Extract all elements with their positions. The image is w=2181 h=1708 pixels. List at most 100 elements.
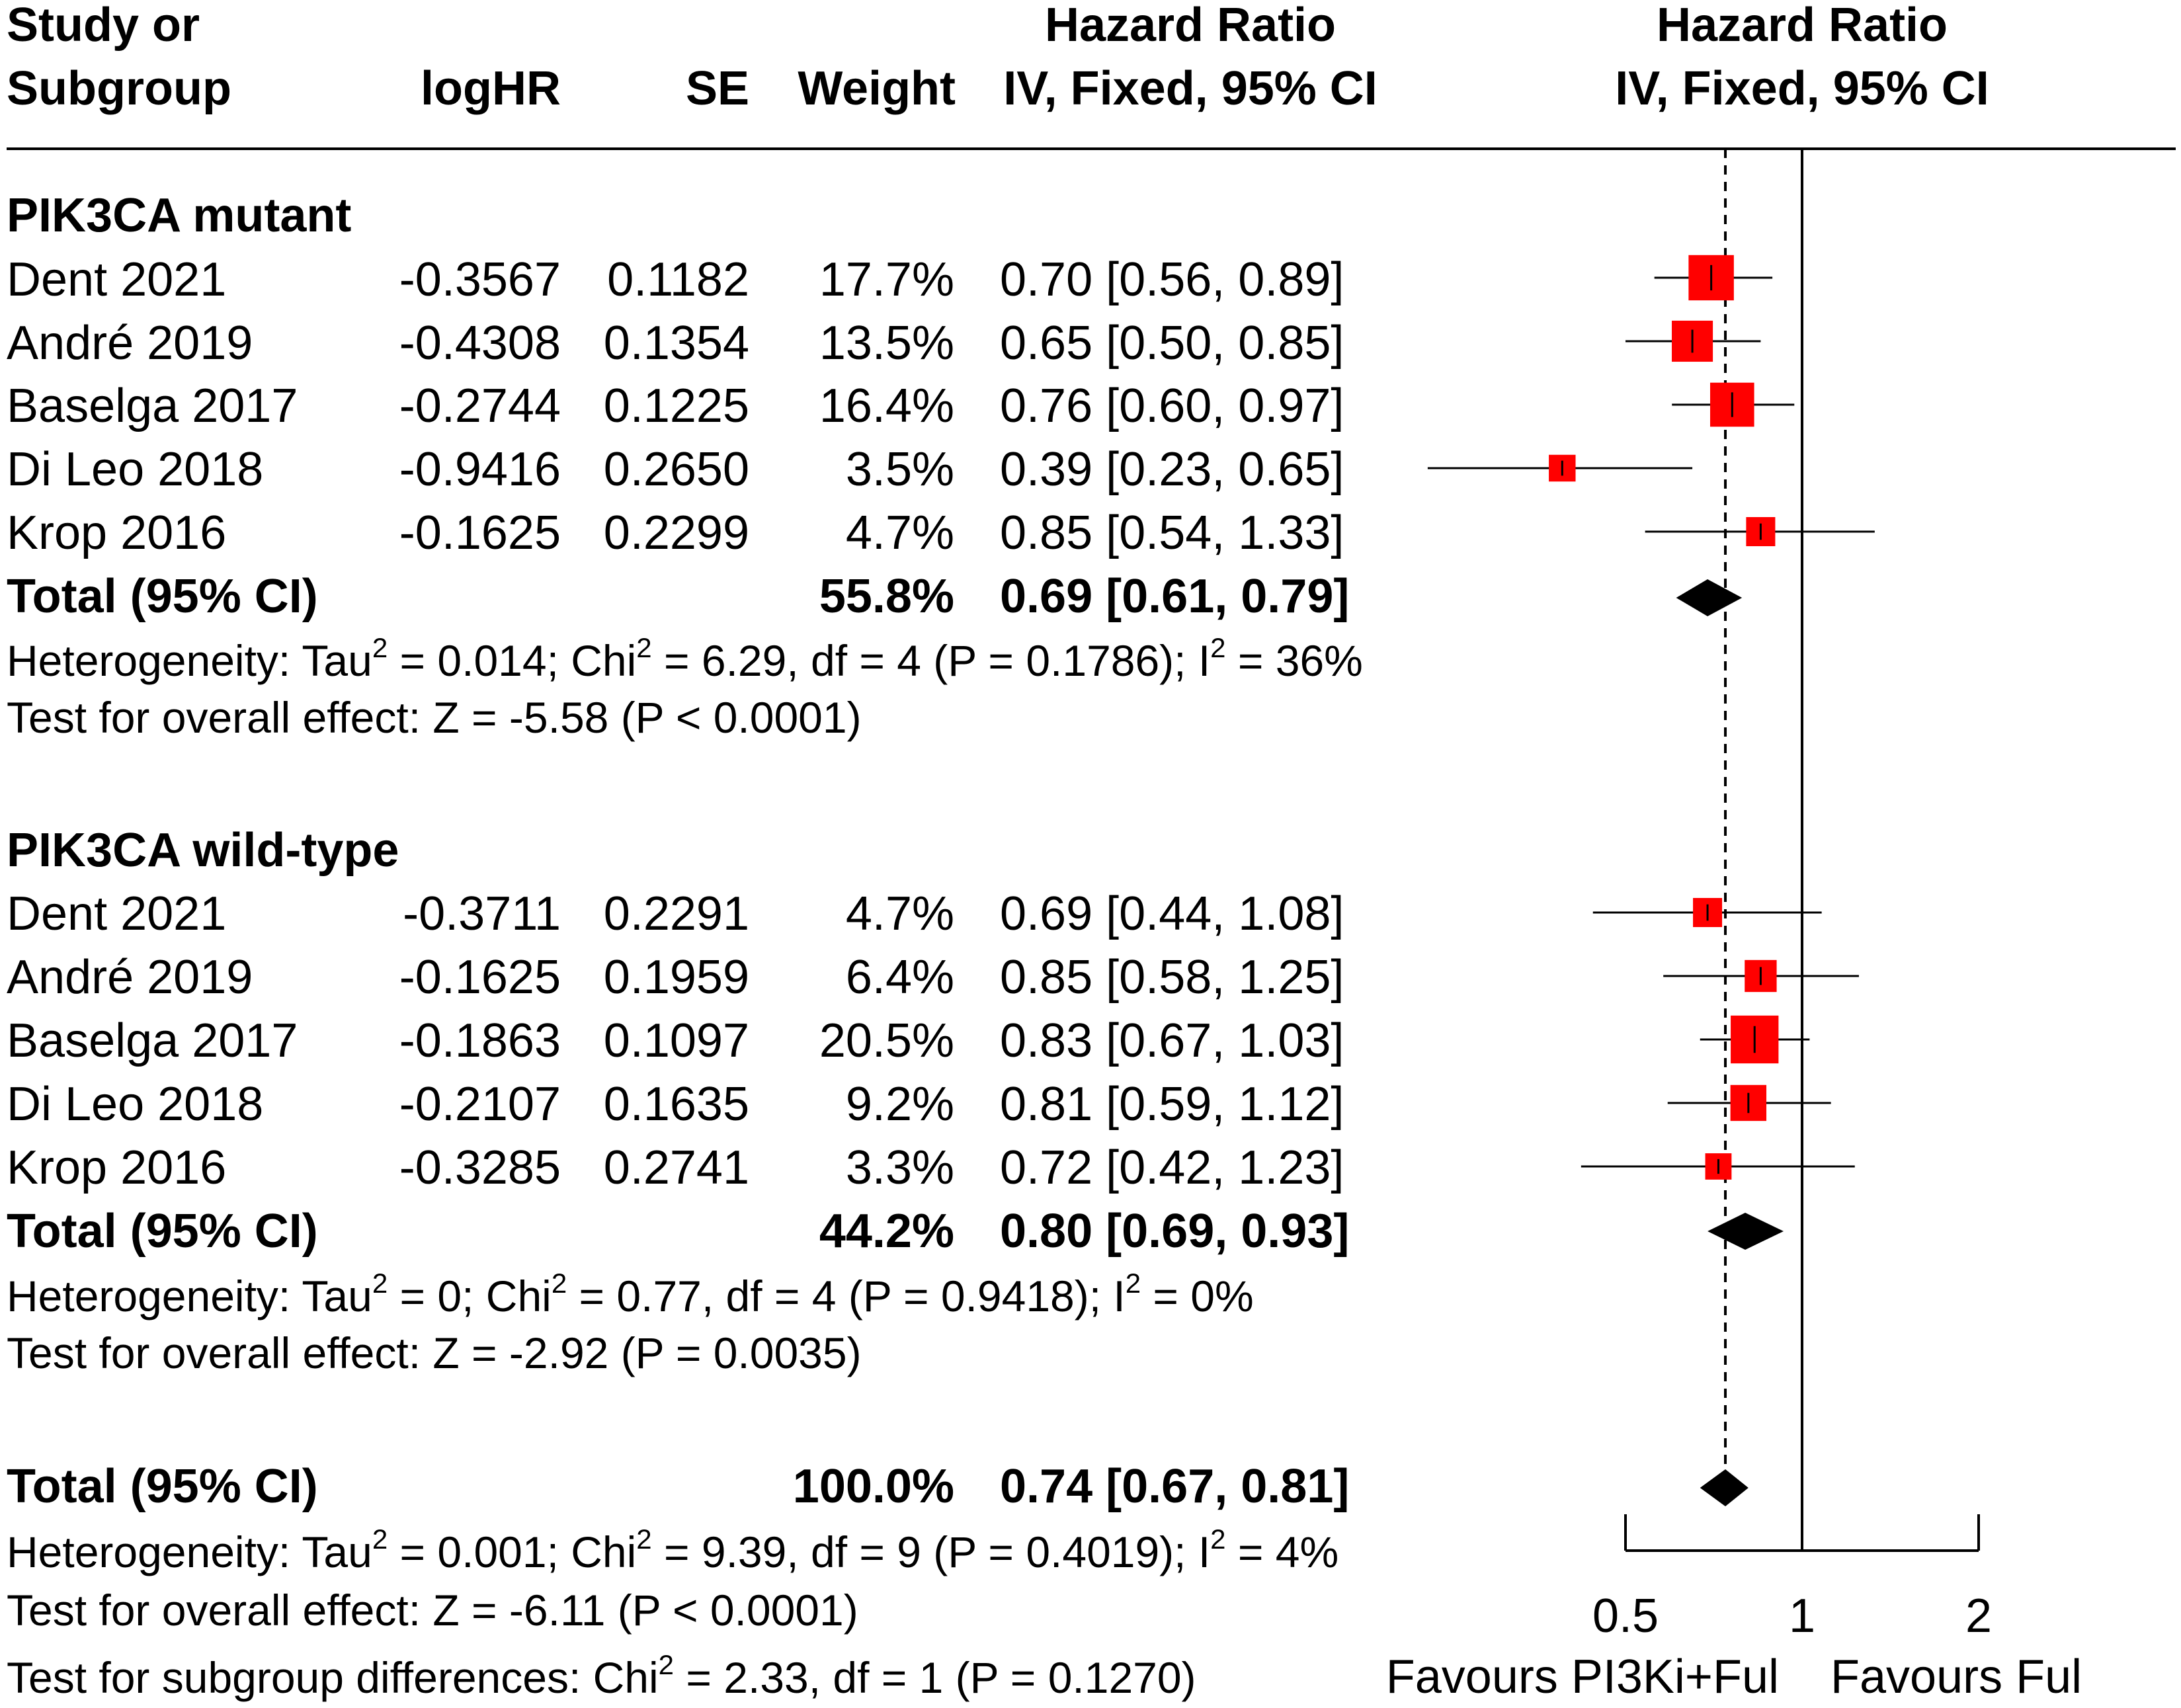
column-headers: Study or Subgroup logHR SE Weight Hazard… [7, 0, 1989, 115]
total-label: Total (95% CI) [7, 570, 318, 623]
total-weight: 100.0% [793, 1460, 954, 1513]
overall-effect-text: Test for overall effect: Z = -6.11 (P < … [7, 1586, 858, 1635]
total-weight: 55.8% [819, 570, 954, 623]
se-value: 0.1635 [604, 1078, 749, 1131]
header-study-line1: Study or [7, 0, 200, 52]
overall-effect-text: Test for overall effect: Z = -2.92 (P = … [7, 1328, 862, 1377]
ci-value: 0.65 [0.50, 0.85] [1000, 317, 1344, 370]
total-label: Total (95% CI) [7, 1460, 318, 1513]
overall-heterogeneity-text: Heterogeneity: Tau2 = 0.001; Chi2 = 9.39… [7, 1524, 1338, 1576]
ci-value: 0.83 [0.67, 1.03] [1000, 1014, 1344, 1067]
loghr-value: -0.9416 [399, 443, 561, 496]
se-value: 0.2291 [604, 887, 749, 940]
header-se: SE [686, 62, 749, 115]
header-hr-plot-line2: IV, Fixed, 95% CI [1615, 62, 1989, 115]
loghr-value: -0.3285 [399, 1141, 561, 1194]
ci-value: 0.72 [0.42, 1.23] [1000, 1141, 1344, 1194]
weight-value: 3.3% [846, 1141, 954, 1194]
total-weight: 44.2% [819, 1205, 954, 1258]
ci-value: 0.70 [0.56, 0.89] [1000, 253, 1344, 306]
total-ci: 0.80 [0.69, 0.93] [1000, 1205, 1349, 1258]
x-tick-label: 2 [1965, 1590, 1992, 1643]
loghr-value: -0.3567 [399, 253, 561, 306]
favours-left-label: Favours PI3Ki+Ful [1386, 1650, 1779, 1703]
study-name: Baselga 2017 [7, 380, 298, 432]
ci-value: 0.85 [0.54, 1.33] [1000, 507, 1344, 559]
header-hr-plot-line1: Hazard Ratio [1657, 0, 1948, 52]
favours-right-label: Favours Ful [1831, 1650, 2082, 1703]
study-name: Di Leo 2018 [7, 443, 263, 496]
ci-value: 0.85 [0.58, 1.25] [1000, 951, 1344, 1004]
subgroup-differences-text: Test for subgroup differences: Chi2 = 2.… [7, 1649, 1196, 1702]
subgroup-1-title: PIK3CA mutant [7, 189, 351, 242]
plot-area: 0.5 1 2 Favours PI3Ki+Ful Favours Ful [1386, 149, 2082, 1703]
weight-value: 6.4% [846, 951, 954, 1004]
loghr-value: -0.3711 [403, 887, 561, 940]
table-row: Baselga 2017 -0.1863 0.1097 20.5% 0.83 [… [7, 1014, 1344, 1067]
study-name: Krop 2016 [7, 1141, 226, 1194]
weight-value: 13.5% [819, 317, 954, 370]
summary-diamond [1700, 1469, 1749, 1506]
subgroup-2-title: PIK3CA wild-type [7, 824, 399, 877]
study-name: André 2019 [7, 317, 253, 370]
loghr-value: -0.1863 [399, 1014, 561, 1067]
loghr-value: -0.4308 [399, 317, 561, 370]
se-value: 0.1182 [607, 253, 749, 306]
header-weight: Weight [798, 62, 956, 115]
table-row: Di Leo 2018 -0.2107 0.1635 9.2% 0.81 [0.… [7, 1078, 1344, 1131]
se-value: 0.1225 [604, 380, 749, 432]
ci-value: 0.69 [0.44, 1.08] [1000, 887, 1344, 940]
heterogeneity-text: Heterogeneity: Tau2 = 0.014; Chi2 = 6.29… [7, 632, 1363, 685]
weight-value: 3.5% [846, 443, 954, 496]
table-row: André 2019 -0.1625 0.1959 6.4% 0.85 [0.5… [7, 951, 1344, 1004]
se-value: 0.2650 [604, 443, 749, 496]
study-name: André 2019 [7, 951, 253, 1004]
table-row: Dent 2021 -0.3711 0.2291 4.7% 0.69 [0.44… [7, 887, 1344, 940]
study-name: Krop 2016 [7, 507, 226, 559]
weight-value: 9.2% [846, 1078, 954, 1131]
se-value: 0.2741 [604, 1141, 749, 1194]
table-row: Krop 2016 -0.1625 0.2299 4.7% 0.85 [0.54… [7, 507, 1344, 559]
heterogeneity-text: Heterogeneity: Tau2 = 0; Chi2 = 0.77, df… [7, 1268, 1254, 1321]
ci-value: 0.39 [0.23, 0.65] [1000, 443, 1344, 496]
se-value: 0.1354 [604, 317, 749, 370]
x-tick-label: 0.5 [1592, 1590, 1659, 1643]
ci-value: 0.81 [0.59, 1.12] [1000, 1078, 1344, 1131]
study-name: Di Leo 2018 [7, 1078, 263, 1131]
study-name: Baselga 2017 [7, 1014, 298, 1067]
weight-value: 4.7% [846, 507, 954, 559]
table-row: Dent 2021 -0.3567 0.1182 17.7% 0.70 [0.5… [7, 253, 1344, 306]
weight-value: 4.7% [846, 887, 954, 940]
total-label: Total (95% CI) [7, 1205, 318, 1258]
table-row: André 2019 -0.4308 0.1354 13.5% 0.65 [0.… [7, 317, 1344, 370]
summary-diamond [1708, 1213, 1784, 1250]
summary-diamond [1676, 579, 1743, 616]
study-name: Dent 2021 [7, 887, 226, 940]
se-value: 0.1097 [604, 1014, 749, 1067]
header-hr-text-line1: Hazard Ratio [1045, 0, 1336, 52]
overall-total-row: Total (95% CI) 100.0% 0.74 [0.67, 0.81] [7, 1460, 1349, 1513]
weight-value: 16.4% [819, 380, 954, 432]
ci-value: 0.76 [0.60, 0.97] [1000, 380, 1344, 432]
loghr-value: -0.1625 [399, 507, 561, 559]
header-loghr: logHR [421, 62, 561, 115]
table-row: Krop 2016 -0.3285 0.2741 3.3% 0.72 [0.42… [7, 1141, 1344, 1194]
table-row: Di Leo 2018 -0.9416 0.2650 3.5% 0.39 [0.… [7, 443, 1344, 496]
overall-effect-text: Test for overall effect: Z = -5.58 (P < … [7, 693, 862, 742]
loghr-value: -0.2107 [399, 1078, 561, 1131]
se-value: 0.2299 [604, 507, 749, 559]
loghr-value: -0.2744 [399, 380, 561, 432]
se-value: 0.1959 [604, 951, 749, 1004]
header-hr-text-line2: IV, Fixed, 95% CI [1003, 62, 1378, 115]
study-name: Dent 2021 [7, 253, 226, 306]
total-ci: 0.74 [0.67, 0.81] [1000, 1460, 1349, 1513]
weight-value: 17.7% [819, 253, 954, 306]
x-tick-label: 1 [1789, 1590, 1815, 1643]
weight-value: 20.5% [819, 1014, 954, 1067]
header-study-line2: Subgroup [7, 62, 231, 115]
loghr-value: -0.1625 [399, 951, 561, 1004]
total-ci: 0.69 [0.61, 0.79] [1000, 570, 1349, 623]
table-row: Baselga 2017 -0.2744 0.1225 16.4% 0.76 [… [7, 380, 1344, 432]
total-row: Total (95% CI) 55.8% 0.69 [0.61, 0.79] [7, 570, 1349, 623]
